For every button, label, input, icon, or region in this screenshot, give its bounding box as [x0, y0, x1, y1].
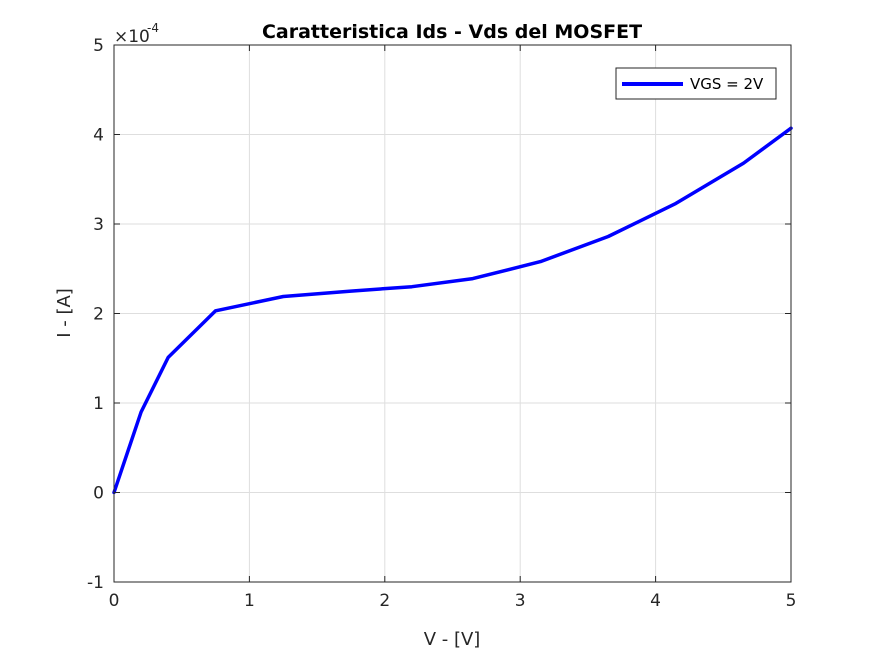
x-axis-label: V - [V] — [424, 629, 481, 650]
y-tick-label: -1 — [87, 573, 104, 593]
y-tick-label: 3 — [93, 215, 104, 235]
x-tick-label: 0 — [109, 591, 120, 611]
y-tick-label: 1 — [93, 394, 104, 414]
series-layer — [112, 126, 793, 495]
y-tick-label: 4 — [93, 126, 104, 146]
chart-title: Caratteristica Ids - Vds del MOSFET — [262, 21, 642, 43]
y-tick-label: 2 — [93, 305, 104, 325]
x-tick-label: 4 — [650, 591, 661, 611]
x-tick-label: 2 — [379, 591, 390, 611]
y-multiplier-exponent: -4 — [147, 21, 159, 35]
y-tick-label: 5 — [93, 36, 104, 56]
y-tick-labels: -1 0 1 2 3 4 5 — [87, 36, 104, 593]
x-tick-label: 3 — [515, 591, 526, 611]
legend-label: VGS = 2V — [690, 75, 764, 93]
y-multiplier: ×10 — [114, 27, 150, 47]
legend: VGS = 2V — [615, 67, 777, 100]
tick-marks — [113, 44, 792, 583]
series-line — [112, 126, 793, 495]
y-axis-label: I - [A] — [54, 288, 75, 338]
grid-lines — [113, 44, 792, 583]
x-tick-labels: 0 1 2 3 4 5 — [109, 591, 797, 611]
x-tick-label: 5 — [786, 591, 797, 611]
y-tick-label: 0 — [93, 484, 104, 504]
x-tick-label: 1 — [244, 591, 255, 611]
